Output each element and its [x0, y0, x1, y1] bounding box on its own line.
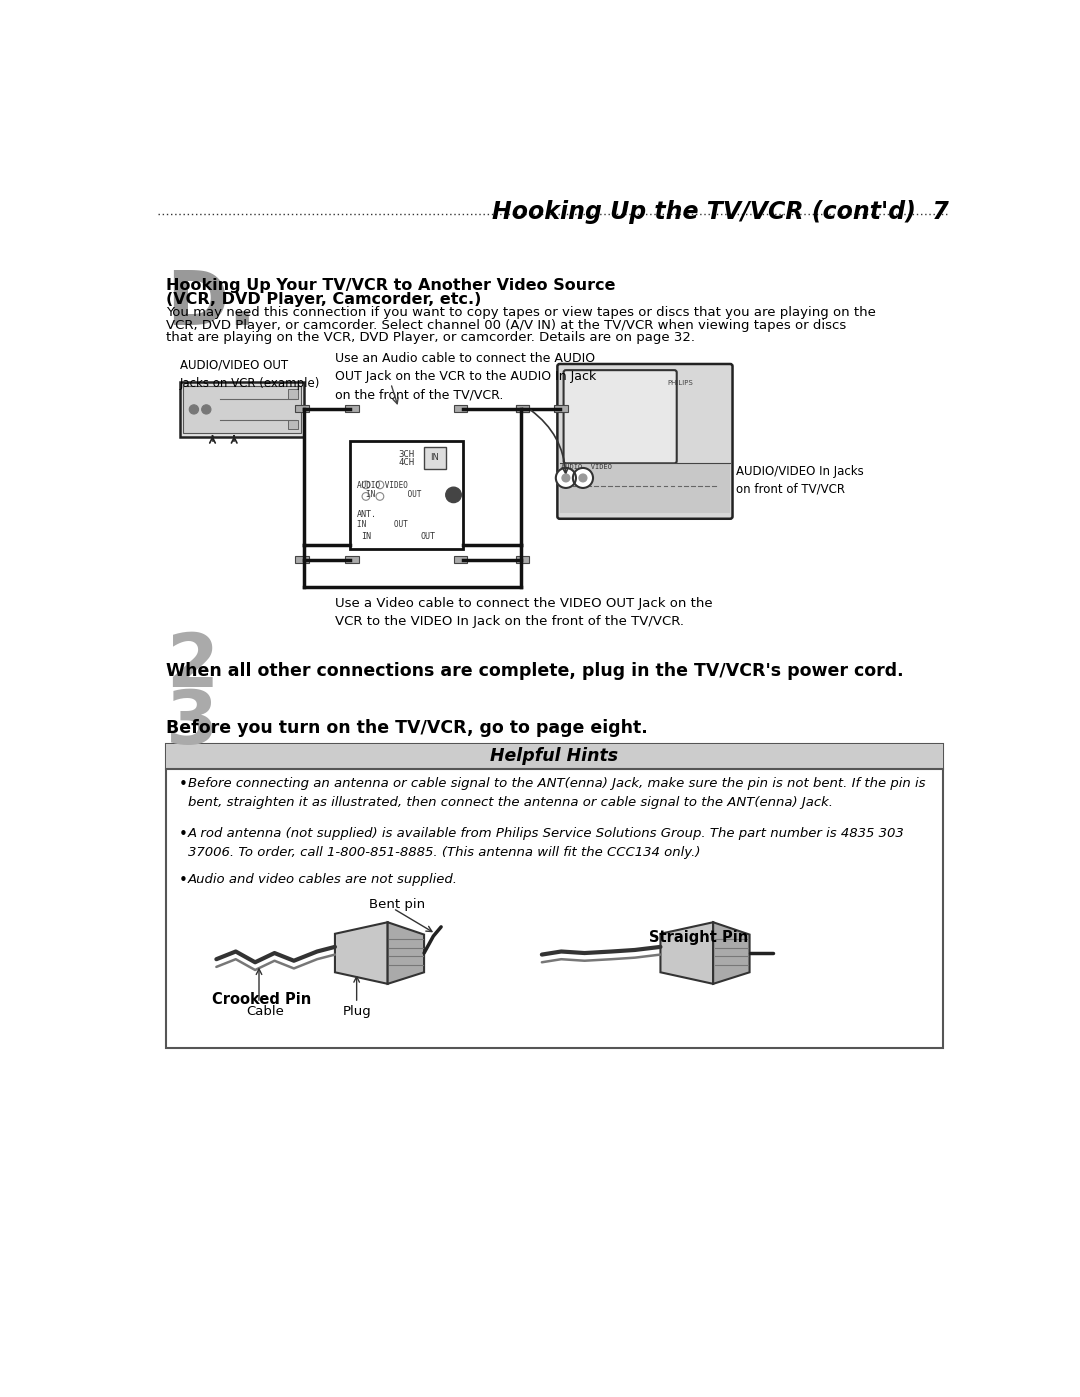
- Bar: [515, 556, 529, 563]
- Text: PHILIPS: PHILIPS: [667, 380, 692, 386]
- Text: that are playing on the VCR, DVD Player, or camcorder. Details are on page 32.: that are playing on the VCR, DVD Player,…: [166, 331, 696, 344]
- Bar: [288, 420, 298, 429]
- Text: Hooking Up the TV/VCR (cont'd)  7: Hooking Up the TV/VCR (cont'd) 7: [491, 200, 948, 224]
- Bar: [454, 556, 468, 563]
- Circle shape: [446, 488, 461, 503]
- Bar: [350, 441, 463, 549]
- Text: 3CH: 3CH: [399, 450, 415, 460]
- Text: Hooking Up Your TV/VCR to Another Video Source: Hooking Up Your TV/VCR to Another Video …: [166, 278, 616, 293]
- Bar: [345, 556, 359, 563]
- Text: Bent pin: Bent pin: [369, 898, 426, 911]
- Bar: [295, 405, 309, 412]
- Text: AUDIO/VIDEO In Jacks
on front of TV/VCR: AUDIO/VIDEO In Jacks on front of TV/VCR: [737, 465, 864, 496]
- Text: D.: D.: [166, 268, 257, 341]
- Bar: [515, 405, 529, 412]
- Circle shape: [572, 468, 593, 488]
- FancyBboxPatch shape: [564, 370, 677, 464]
- Text: (VCR, DVD Player, Camcorder, etc.): (VCR, DVD Player, Camcorder, etc.): [166, 292, 482, 307]
- Circle shape: [202, 405, 211, 414]
- Text: IN: IN: [431, 454, 440, 462]
- Text: IN: IN: [361, 532, 370, 541]
- Bar: [559, 462, 730, 513]
- Text: When all other connections are complete, plug in the TV/VCR's power cord.: When all other connections are complete,…: [166, 662, 904, 680]
- Circle shape: [189, 405, 199, 414]
- Bar: [180, 381, 303, 437]
- Polygon shape: [335, 922, 388, 983]
- Text: Audio and video cables are not supplied.: Audio and video cables are not supplied.: [188, 873, 458, 886]
- Circle shape: [579, 474, 586, 482]
- Text: •: •: [178, 873, 187, 888]
- Bar: [424, 447, 446, 469]
- Text: Plug: Plug: [342, 1006, 372, 1018]
- Text: Before you turn on the TV/VCR, go to page eight.: Before you turn on the TV/VCR, go to pag…: [166, 719, 648, 738]
- Text: Crooked Pin: Crooked Pin: [213, 992, 312, 1007]
- Text: Cable: Cable: [246, 1006, 284, 1018]
- Bar: [166, 743, 943, 768]
- Bar: [166, 743, 943, 1048]
- Text: AUDIO VIDEO: AUDIO VIDEO: [356, 481, 407, 490]
- Bar: [454, 405, 468, 412]
- Text: Use an Audio cable to connect the AUDIO
OUT Jack on the VCR to the AUDIO In Jack: Use an Audio cable to connect the AUDIO …: [335, 352, 596, 401]
- Text: AUDIO/VIDEO OUT
Jacks on VCR (example): AUDIO/VIDEO OUT Jacks on VCR (example): [180, 359, 321, 390]
- Bar: [295, 556, 309, 563]
- Polygon shape: [661, 922, 713, 983]
- Text: •: •: [178, 827, 187, 842]
- Polygon shape: [713, 922, 750, 983]
- Circle shape: [562, 474, 570, 482]
- Text: IN      OUT: IN OUT: [356, 520, 407, 529]
- Text: Before connecting an antenna or cable signal to the ANT(enna) Jack, make sure th: Before connecting an antenna or cable si…: [188, 777, 926, 809]
- Text: Straight Pin: Straight Pin: [649, 930, 748, 946]
- Bar: [345, 405, 359, 412]
- Text: Use a Video cable to connect the VIDEO OUT Jack on the
VCR to the VIDEO In Jack : Use a Video cable to connect the VIDEO O…: [335, 598, 713, 629]
- Text: OUT: OUT: [420, 532, 435, 541]
- Text: A rod antenna (not supplied) is available from Philips Service Solutions Group. : A rod antenna (not supplied) is availabl…: [188, 827, 904, 859]
- Circle shape: [556, 468, 576, 488]
- Text: You may need this connection if you want to copy tapes or view tapes or discs th: You may need this connection if you want…: [166, 306, 876, 320]
- Text: 2: 2: [166, 630, 218, 703]
- Text: Helpful Hints: Helpful Hints: [490, 747, 619, 766]
- Text: 4CH: 4CH: [399, 458, 415, 467]
- Bar: [288, 390, 298, 398]
- Text: 3: 3: [166, 686, 218, 760]
- Polygon shape: [388, 922, 424, 983]
- Text: IN       OUT: IN OUT: [366, 490, 421, 499]
- Text: AUDIO  VIDEO: AUDIO VIDEO: [562, 464, 612, 469]
- Text: VCR, DVD Player, or camcorder. Select channel 00 (A/V IN) at the TV/VCR when vie: VCR, DVD Player, or camcorder. Select ch…: [166, 319, 847, 331]
- Text: ANT.: ANT.: [356, 510, 377, 520]
- Bar: [515, 405, 529, 412]
- Bar: [183, 386, 301, 433]
- Bar: [554, 405, 568, 412]
- Text: •: •: [178, 777, 187, 792]
- FancyBboxPatch shape: [557, 365, 732, 518]
